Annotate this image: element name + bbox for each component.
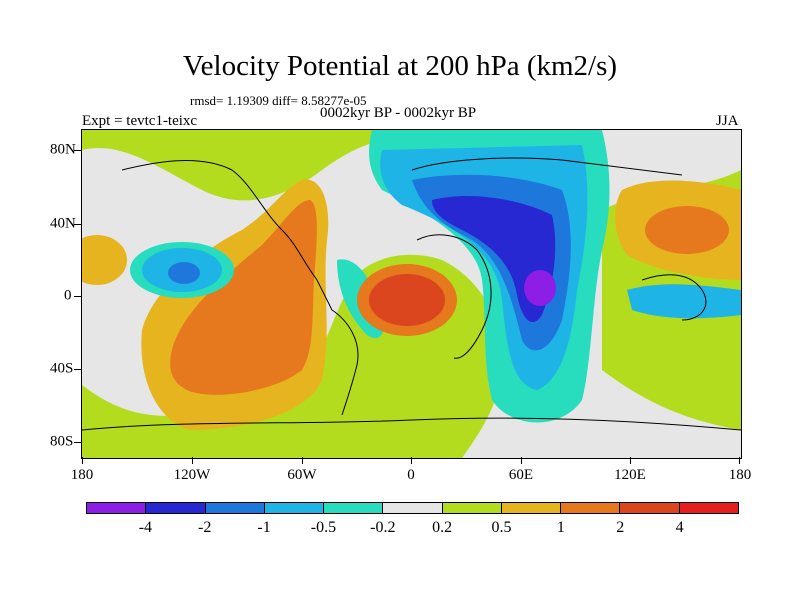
coastline-eurasia <box>411 157 683 176</box>
colorbar-swatch <box>87 503 147 513</box>
coastline-africa <box>416 234 492 359</box>
lat-label-40n: 40N <box>50 215 76 232</box>
field-blue-low-1-core <box>168 262 200 284</box>
colorbar-label: -0.5 <box>310 519 337 536</box>
colorbar-label: 2 <box>616 519 625 536</box>
lat-tick <box>74 369 82 370</box>
colorbar-swatch <box>205 503 265 513</box>
colorbar-swatch <box>679 503 738 513</box>
field-red-atlantic <box>369 274 445 326</box>
colorbar-label: -2 <box>198 519 212 536</box>
lon-label-0: 0 <box>407 467 415 483</box>
field-orange-2 <box>170 200 317 395</box>
coastline-antarctica <box>82 417 741 431</box>
colorbar-swatch <box>146 503 206 513</box>
colorbar-swatch <box>324 503 384 513</box>
field-orange-east-core <box>645 206 729 254</box>
coastline-south-america <box>331 309 359 416</box>
stats-label: rmsd= 1.19309 diff= 8.58277e-05 <box>190 93 367 108</box>
colorbar <box>86 502 739 514</box>
lon-label-60w: 60W <box>287 467 317 483</box>
period-label: 0002kyr BP - 0002kyr BP <box>320 105 477 121</box>
season-label: JJA <box>716 113 739 129</box>
field-purple-core <box>524 270 556 306</box>
lat-label-40s: 40S <box>50 360 74 377</box>
lat-tick <box>74 296 82 297</box>
lon-label-60e: 60E <box>508 467 534 483</box>
coastline-australia <box>641 274 707 321</box>
colorbar-label: 0.2 <box>432 519 453 536</box>
lon-tick <box>302 457 303 464</box>
lat-tick <box>74 442 82 443</box>
lon-label-180e: 180 <box>728 467 752 483</box>
lon-tick <box>521 457 522 464</box>
lon-label-120e: 120E <box>614 467 646 483</box>
colorbar-label: 4 <box>675 519 684 536</box>
coastlines <box>82 157 741 431</box>
colorbar-swatch <box>561 503 621 513</box>
colorbar-label: -4 <box>138 519 153 536</box>
lon-label-180w: 180 <box>70 467 94 483</box>
lat-label-80n: 80N <box>50 141 76 158</box>
colorbar-swatch <box>501 503 562 513</box>
lon-tick <box>411 457 412 464</box>
lon-tick <box>192 457 193 464</box>
colorbar-label: 1 <box>556 519 565 536</box>
lat-label-0: 0 <box>64 287 72 304</box>
chart-title: Velocity Potential at 200 hPa (km2/s) <box>182 50 618 82</box>
colorbar-label: 0.5 <box>491 519 512 536</box>
lon-tick <box>739 457 740 464</box>
field-blue-southeast <box>627 284 741 319</box>
coastline-north-america <box>121 160 333 311</box>
field-orange-west <box>82 235 127 285</box>
colorbar-swatch <box>620 503 680 513</box>
colorbar-swatch <box>442 503 502 513</box>
lon-tick <box>630 457 631 464</box>
lat-tick <box>74 150 82 151</box>
colorbar-swatch <box>264 503 325 513</box>
velocity-potential-field <box>82 130 741 458</box>
colorbar-label: -0.2 <box>370 519 396 536</box>
lon-tick <box>82 457 83 464</box>
experiment-label: Expt = tevtc1-teixc <box>82 113 198 129</box>
colorbar-label: -1 <box>257 519 271 536</box>
map-plot <box>81 129 742 459</box>
colorbar-swatch <box>383 503 443 513</box>
lon-label-120w: 120W <box>173 467 211 483</box>
lat-tick <box>74 224 82 225</box>
lat-label-80s: 80S <box>50 433 74 450</box>
